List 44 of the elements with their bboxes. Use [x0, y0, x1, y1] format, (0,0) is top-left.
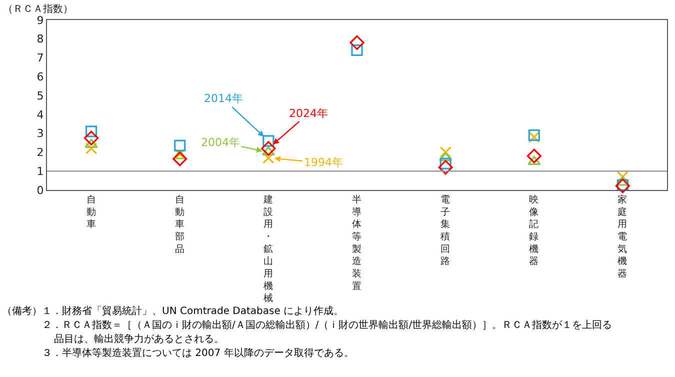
- point: [174, 140, 186, 152]
- text: ２．ＲＣＡ指数＝［（Ａ国のｉ財の輸出額/Ａ国の総輸出額）/（ｉ財の世界輸出額/世界総輸出額）］。ＲＣＡ指数が１を上回る品目は、輸出競争力があるとされる。: [42, 319, 614, 347]
- point: [351, 44, 363, 56]
- point: [438, 160, 453, 175]
- y-tick-label: 5: [36, 89, 44, 102]
- point: [616, 176, 630, 186]
- y-tick-label: 7: [36, 52, 44, 65]
- y-tick-label: 2: [36, 146, 44, 160]
- y-tick-label: 1: [36, 164, 44, 178]
- y-tick-label: 4: [36, 108, 44, 122]
- y-tick-label: 8: [36, 32, 44, 46]
- point: [440, 146, 452, 158]
- y-tick-label: 3: [36, 127, 44, 140]
- point: [350, 35, 364, 50]
- text: （備考）: [2, 305, 42, 319]
- point: [84, 138, 98, 148]
- point: [439, 152, 452, 162]
- point: [528, 156, 541, 165]
- point: [262, 152, 274, 164]
- point: [172, 152, 188, 166]
- y-axis-title: （ＲＣＡ指数）: [3, 3, 73, 15]
- point: [85, 126, 98, 138]
- x-tick-label: 半導体等製造装置: [352, 193, 362, 292]
- text: ３．半導体等製造装置については 2007 年以降のデータ取得である。: [42, 347, 355, 361]
- point: [84, 130, 99, 146]
- point: [262, 135, 274, 147]
- text: 2014年: [204, 92, 243, 105]
- y-tick-label: 6: [36, 70, 44, 84]
- x-tick-label: 自動車部品: [174, 193, 185, 255]
- x-tick-label: 映像記録機器: [529, 193, 540, 268]
- point: [262, 146, 275, 156]
- point: [261, 141, 276, 156]
- x-tick-label: 電子集積回路: [440, 194, 451, 268]
- point: [526, 148, 542, 164]
- x-tick-label: 自動車: [86, 193, 96, 230]
- y-tick-label: 9: [36, 14, 44, 27]
- y-tick-label: 0: [36, 184, 44, 197]
- legend-label: 1994年: [304, 156, 343, 169]
- category-label: 建設用・鉱山用機械: [263, 194, 274, 304]
- text: 2024年: [289, 107, 328, 120]
- text: １．財務省「貿易統計」、UN Comtrade Database により作成。: [42, 305, 345, 319]
- x-tick-label: 家庭用電気機器: [618, 193, 628, 280]
- point: [616, 170, 629, 183]
- series-label: 2004年: [201, 136, 240, 149]
